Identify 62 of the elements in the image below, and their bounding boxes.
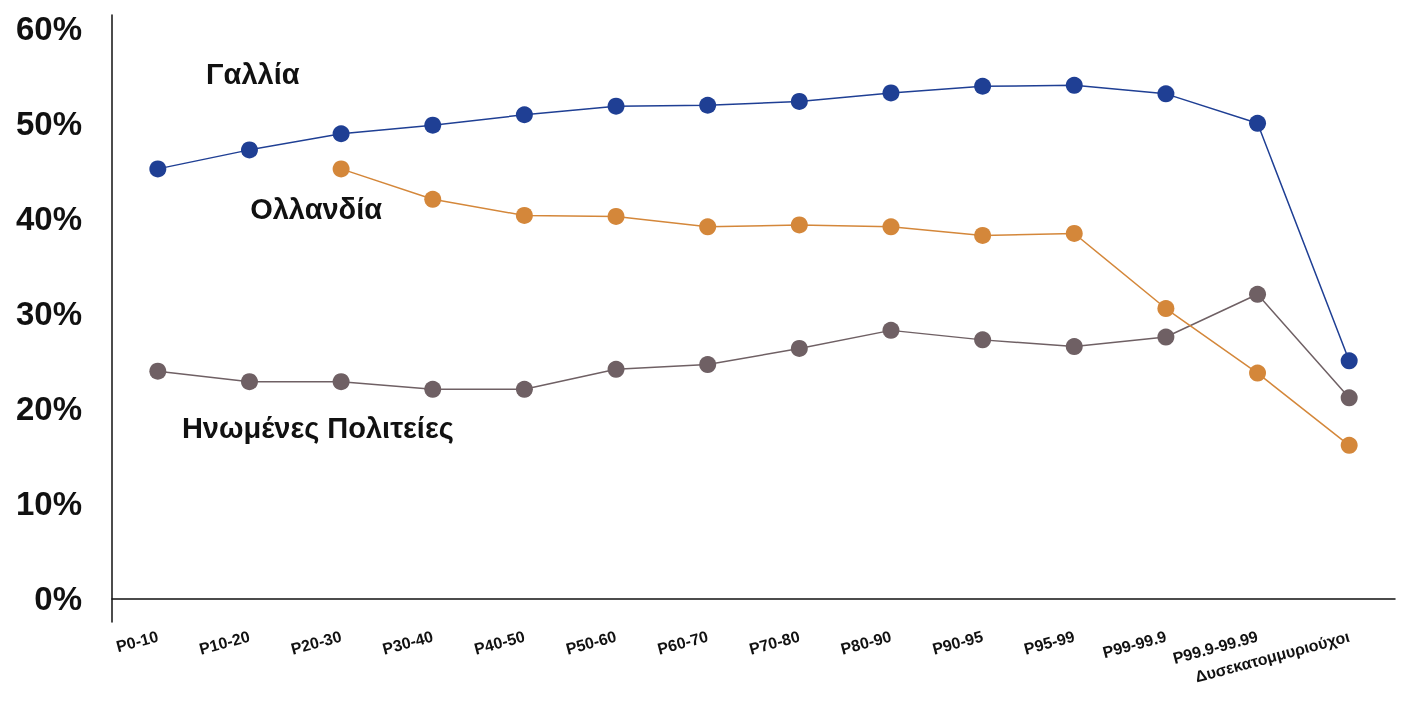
point [1340, 436, 1358, 454]
y-tick-label: 0% [34, 579, 82, 617]
point [699, 96, 717, 114]
y-tick-label: 60% [15, 9, 82, 47]
x-tick-label: P95-99 [1022, 627, 1077, 658]
y-tick-label: 30% [15, 294, 82, 332]
point [1340, 352, 1358, 370]
point [1157, 300, 1175, 318]
y-tick-label: 50% [15, 104, 82, 142]
point [1065, 76, 1083, 94]
point [882, 321, 900, 339]
point [607, 207, 625, 225]
point [607, 97, 625, 115]
series-label: Ολλανδία [250, 192, 383, 225]
point [974, 77, 992, 95]
point [1249, 285, 1267, 303]
point [424, 190, 442, 208]
point [240, 141, 258, 159]
point [1157, 328, 1175, 346]
point [974, 226, 992, 244]
y-tick-label: 40% [15, 199, 82, 237]
point [332, 160, 350, 178]
series-label: Ηνωμένες Πολιτείες [181, 412, 454, 445]
x-tick-label: P99-99.9 [1100, 627, 1169, 662]
point [1065, 338, 1083, 356]
point [332, 373, 350, 391]
point [515, 106, 533, 124]
point [240, 373, 258, 391]
point [882, 218, 900, 236]
y-tick-label: 10% [15, 484, 82, 522]
point [974, 331, 992, 349]
point [149, 160, 167, 178]
point [424, 380, 442, 398]
x-tick-label: P40-50 [472, 627, 527, 658]
point [790, 92, 808, 110]
x-tick-label: P0-10 [114, 627, 161, 656]
point [1065, 224, 1083, 242]
x-tick-label: P30-40 [380, 627, 436, 658]
x-tick-label: P10-20 [197, 627, 252, 658]
point [1249, 364, 1267, 382]
point [699, 356, 717, 374]
point [790, 216, 808, 234]
x-tick-label: P80-90 [838, 627, 894, 658]
point [424, 116, 442, 134]
y-tick-label: 20% [15, 389, 82, 427]
point [1249, 114, 1267, 132]
x-tick-label: P50-60 [564, 627, 619, 658]
point [149, 362, 167, 380]
point [1157, 85, 1175, 103]
x-tick-label: P20-30 [289, 627, 344, 658]
point [882, 84, 900, 102]
point [607, 360, 625, 378]
x-tick-label: P90-95 [930, 627, 985, 658]
point [1340, 389, 1358, 407]
series-label: Γαλλία [206, 57, 300, 90]
point [515, 380, 533, 398]
point [790, 339, 808, 357]
point [515, 206, 533, 224]
point [699, 218, 717, 236]
point [332, 125, 350, 143]
x-tick-label: P70-80 [747, 627, 802, 658]
x-tick-label: P60-70 [655, 627, 710, 658]
